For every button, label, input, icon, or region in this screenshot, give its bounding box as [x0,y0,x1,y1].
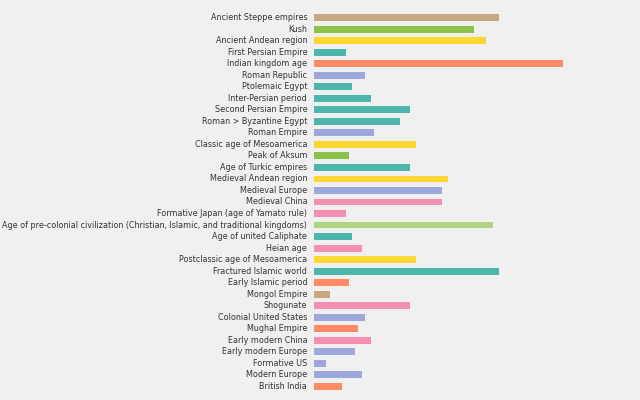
Text: British India: British India [259,382,307,391]
Bar [314,141,416,148]
Bar [314,360,326,367]
Bar [314,337,371,344]
Bar [314,130,374,136]
Text: Early modern China: Early modern China [228,336,307,345]
Bar [314,348,355,355]
Text: Ancient Andean region: Ancient Andean region [216,36,307,45]
Bar [314,37,486,44]
Bar [314,268,499,274]
Bar [314,314,365,321]
Text: Age of pre-colonial civilization (Christian, Islamic, and traditional kingdoms): Age of pre-colonial civilization (Christ… [3,220,307,230]
Text: Mongol Empire: Mongol Empire [247,290,307,299]
Text: Medieval Andean region: Medieval Andean region [210,174,307,184]
Bar [314,106,410,113]
Text: Heian age: Heian age [266,244,307,252]
Bar [314,152,349,159]
Bar [314,95,371,102]
Bar [314,164,410,171]
Bar [314,325,358,332]
Text: Early modern Europe: Early modern Europe [222,347,307,356]
Bar [314,83,352,90]
Text: Second Persian Empire: Second Persian Empire [214,105,307,114]
Text: Formative US: Formative US [253,359,307,368]
Text: Peak of Aksum: Peak of Aksum [248,152,307,160]
Text: Formative Japan (age of Yamato rule): Formative Japan (age of Yamato rule) [157,209,307,218]
Text: Roman > Byzantine Egypt: Roman > Byzantine Egypt [202,117,307,126]
Text: First Persian Empire: First Persian Empire [228,48,307,57]
Bar [314,256,416,263]
Text: Classic age of Mesoamerica: Classic age of Mesoamerica [195,140,307,149]
Text: Modern Europe: Modern Europe [246,370,307,379]
Bar [314,291,330,298]
Bar [314,49,346,56]
Bar [314,187,442,194]
Text: Age of Turkic empires: Age of Turkic empires [220,163,307,172]
Bar [314,210,346,217]
Text: Fractured Islamic world: Fractured Islamic world [213,266,307,276]
Bar [314,60,563,67]
Bar [314,245,362,252]
Bar [314,371,362,378]
Bar [314,14,499,21]
Text: Medieval Europe: Medieval Europe [240,186,307,195]
Text: Roman Empire: Roman Empire [248,128,307,138]
Text: Early Islamic period: Early Islamic period [228,278,307,287]
Text: Kush: Kush [289,25,307,34]
Bar [314,176,448,182]
Bar [314,302,410,309]
Bar [314,222,493,228]
Text: Colonial United States: Colonial United States [218,313,307,322]
Bar [314,383,342,390]
Text: Medieval China: Medieval China [246,198,307,206]
Text: Mughal Empire: Mughal Empire [247,324,307,333]
Bar [314,118,400,125]
Text: Inter-Persian period: Inter-Persian period [228,94,307,103]
Bar [314,233,352,240]
Text: Ancient Steppe empires: Ancient Steppe empires [211,13,307,22]
Text: Age of united Caliphate: Age of united Caliphate [212,232,307,241]
Text: Shogunate: Shogunate [264,301,307,310]
Bar [314,279,349,286]
Text: Postclassic age of Mesoamerica: Postclassic age of Mesoamerica [179,255,307,264]
Text: Ptolemaic Egypt: Ptolemaic Egypt [242,82,307,91]
Bar [314,198,442,206]
Bar [314,72,365,79]
Bar [314,26,474,33]
Text: Roman Republic: Roman Republic [242,71,307,80]
Text: Indian kingdom age: Indian kingdom age [227,59,307,68]
